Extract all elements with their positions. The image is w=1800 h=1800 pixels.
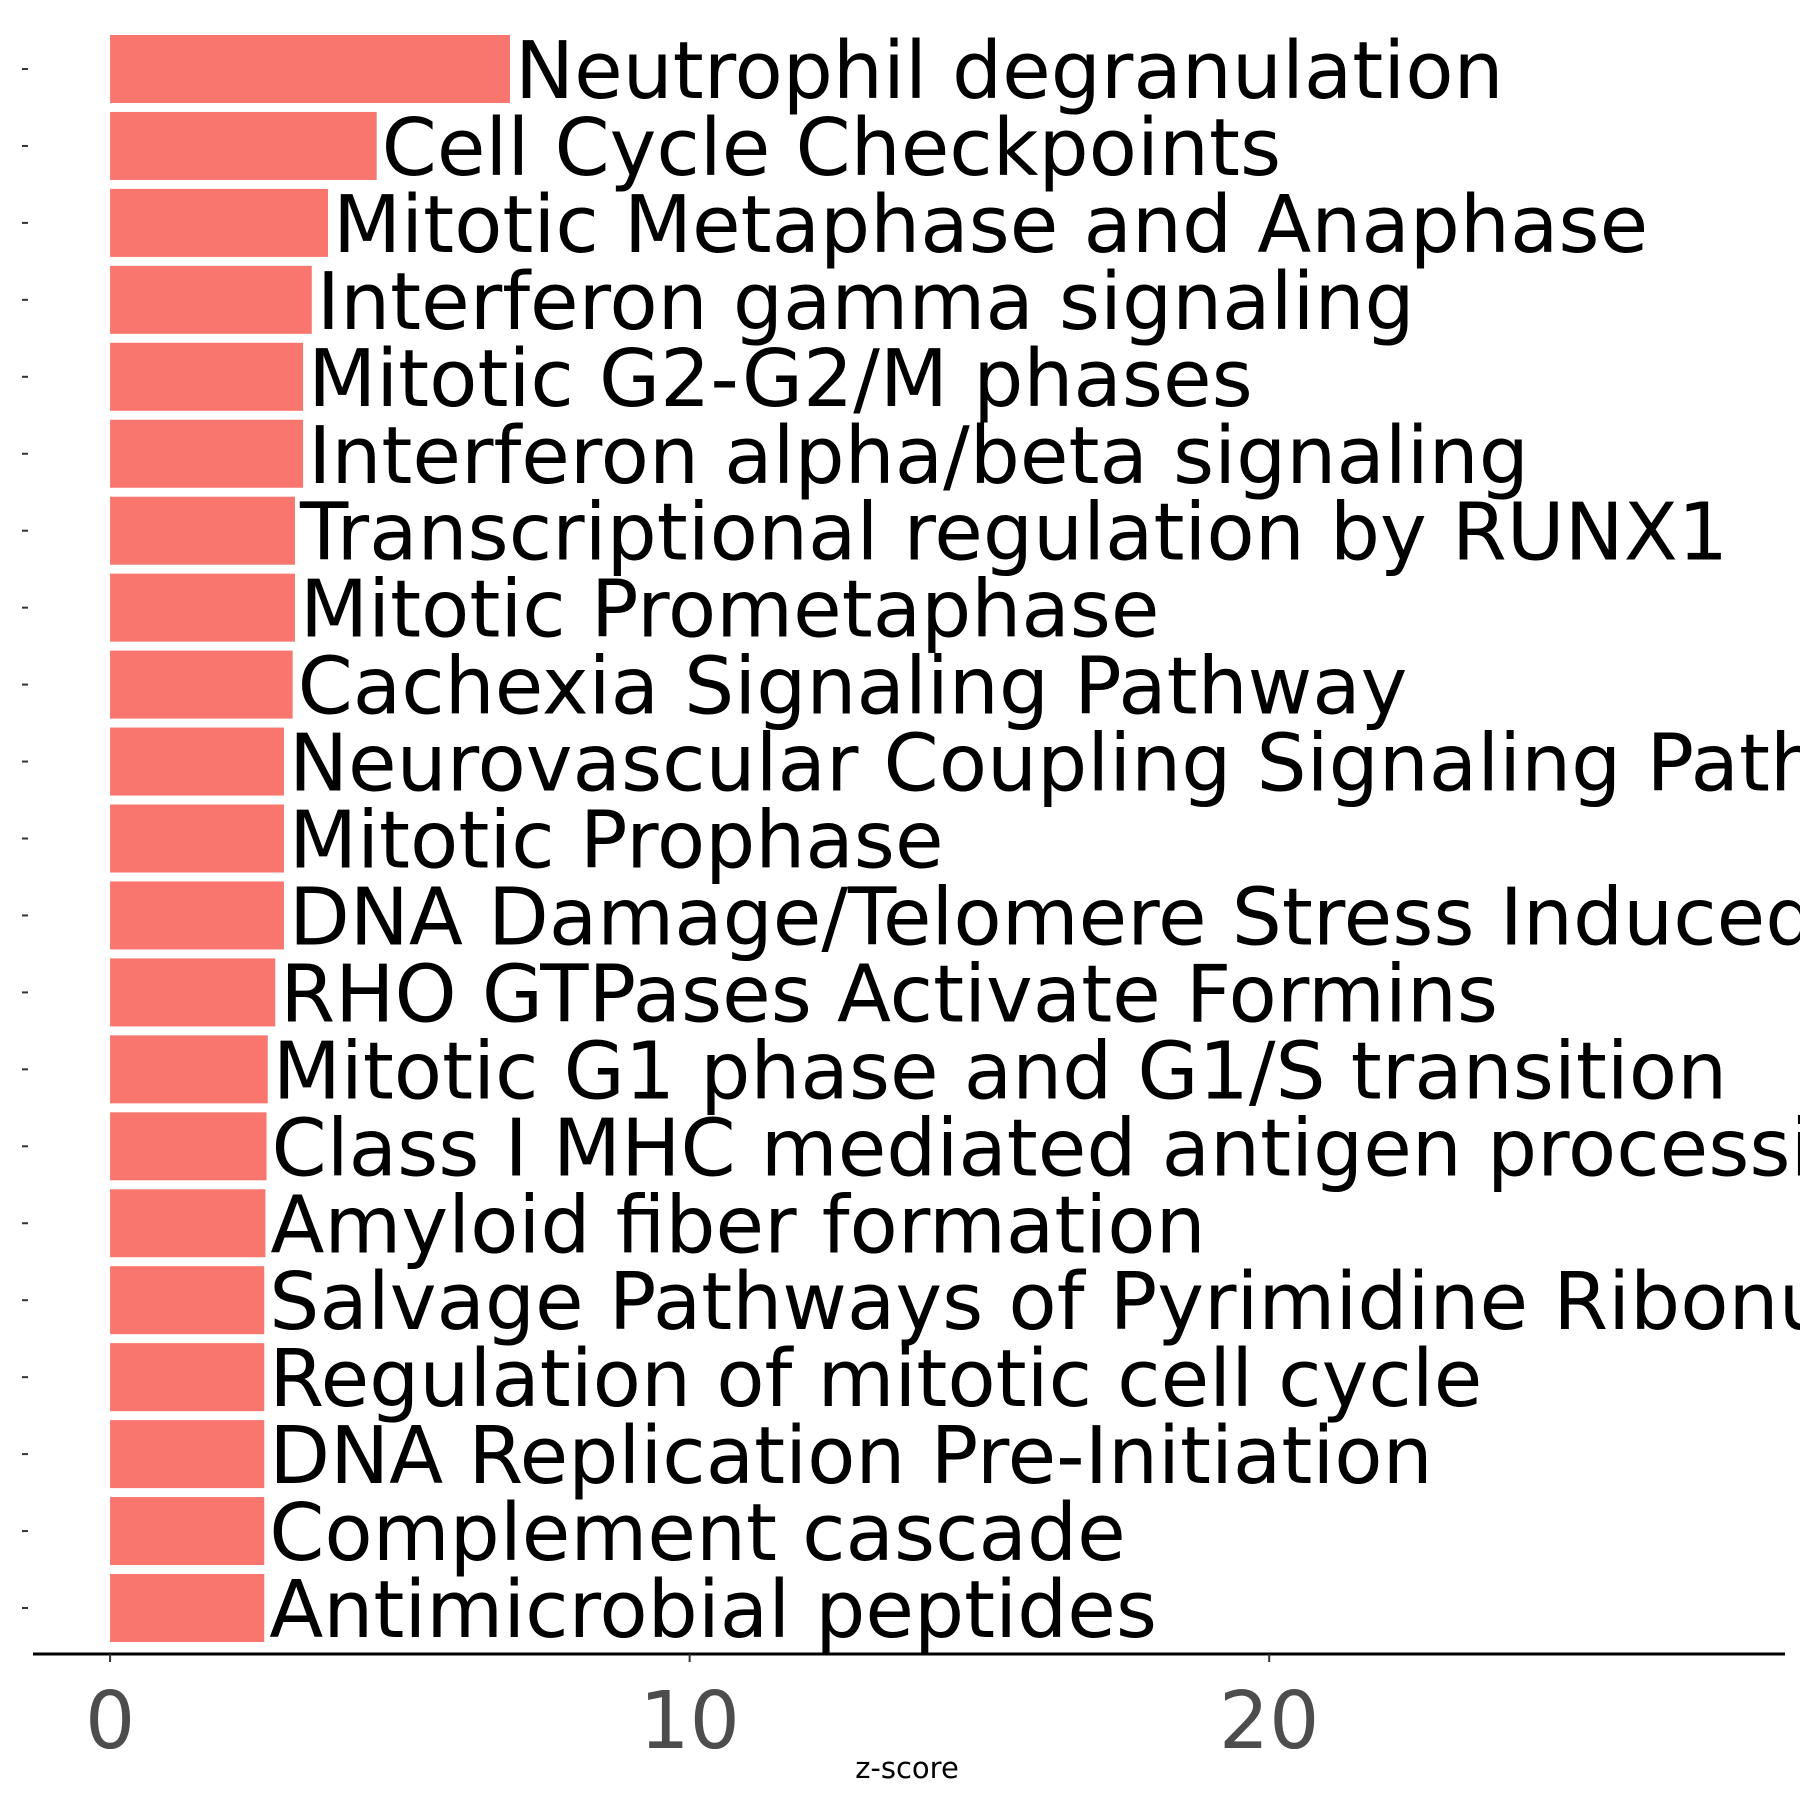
bar-label: Class I MHC mediated antigen processi [272, 1102, 1800, 1194]
bar [110, 1497, 265, 1566]
bar-label: Interferon gamma signaling [317, 256, 1415, 348]
bar [110, 804, 284, 873]
bar-label: Neutrophil degranulation [515, 25, 1504, 117]
bar [110, 727, 284, 796]
x-axis-title: z-score [855, 1751, 959, 1785]
bar [110, 1035, 268, 1104]
x-tick-label: 10 [639, 1675, 740, 1767]
bar-label: Amyloid fiber formation [270, 1179, 1205, 1271]
bar-label: DNA Replication Pre-Initiation [269, 1410, 1432, 1502]
bar [110, 188, 328, 257]
bar [110, 958, 276, 1027]
bar [110, 650, 293, 719]
x-axis-ticks: 0 10 20 [85, 1654, 1320, 1767]
bar [110, 881, 284, 950]
bar-label: Cell Cycle Checkpoints [382, 102, 1281, 194]
bar [110, 573, 295, 642]
bar-label: Mitotic Metaphase and Anaphase [333, 179, 1648, 271]
bar [110, 1343, 265, 1412]
bar [110, 342, 304, 411]
bar-label: Interferon alpha/beta signaling [308, 410, 1529, 502]
bar-label: Regulation of mitotic cell cycle [269, 1333, 1482, 1425]
bar-label: Mitotic Prometaphase [300, 564, 1160, 656]
bar-label: Transcriptional regulation by RUNX1 [299, 487, 1728, 579]
bar-label: Antimicrobial peptides [269, 1564, 1157, 1656]
bar [110, 111, 377, 180]
bar [110, 1574, 265, 1642]
bar-label: DNA Damage/Telomere Stress Induced [289, 871, 1800, 963]
bar-label: RHO GTPases Activate Formins [280, 948, 1498, 1040]
bar-label: Mitotic G2-G2/M phases [308, 333, 1253, 425]
bar-label: Complement cascade [269, 1487, 1125, 1579]
bar-label: Mitotic G1 phase and G1/S transition [273, 1025, 1727, 1117]
bar [110, 496, 295, 565]
bar-label: Mitotic Prophase [289, 795, 944, 887]
x-tick-label: 0 [85, 1675, 135, 1767]
y-axis-ticks [22, 68, 28, 1609]
bars [110, 35, 510, 1642]
bar [110, 265, 312, 334]
x-tick-label: 20 [1219, 1675, 1320, 1767]
bar-label: Salvage Pathways of Pyrimidine Ribonu [269, 1256, 1800, 1348]
bar-label: Cachexia Signaling Pathway [298, 641, 1408, 733]
bar [110, 1420, 265, 1489]
bar [110, 1266, 265, 1335]
bar [110, 1189, 266, 1258]
bar-label: Neurovascular Coupling Signaling Path [289, 718, 1800, 810]
bar [110, 1112, 267, 1181]
bar [110, 419, 304, 488]
bar [110, 35, 510, 103]
